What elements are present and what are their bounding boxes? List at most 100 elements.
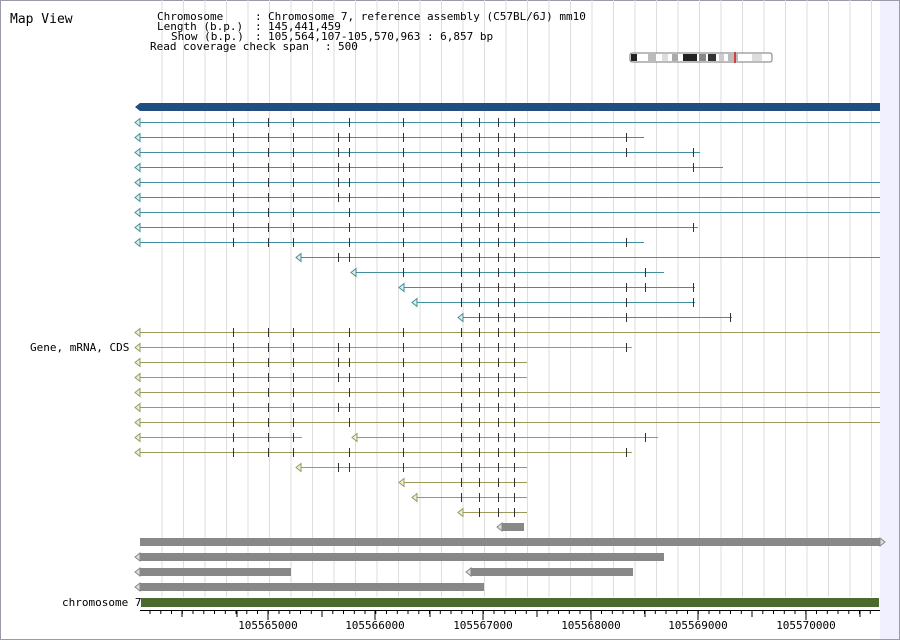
feature-bar[interactable] — [140, 538, 880, 546]
right-margin — [880, 0, 900, 640]
transcript-row[interactable] — [134, 447, 632, 458]
feature-tracks — [134, 103, 886, 593]
strand-arrow — [134, 327, 141, 338]
strand-arrow — [457, 312, 464, 323]
transcript-row[interactable] — [134, 237, 644, 248]
strand-arrow — [134, 417, 141, 428]
transcript-row[interactable] — [457, 507, 527, 518]
chromosome-value: Chromosome 7, reference assembly (C57BL/… — [268, 10, 586, 23]
transcript-row[interactable] — [134, 147, 700, 158]
info-panel: Chromosome : Chromosome 7, reference ass… — [150, 10, 586, 53]
strand-arrow — [134, 402, 141, 413]
strand-arrow — [496, 521, 503, 533]
chromosome-label: Chromosome — [157, 10, 223, 23]
strand-arrow — [351, 432, 358, 443]
transcript-row[interactable] — [134, 222, 698, 233]
transcript-row[interactable] — [134, 117, 880, 128]
ideogram-band — [683, 54, 697, 61]
transcript-row[interactable] — [134, 432, 302, 443]
strand-arrow — [134, 387, 141, 398]
strand-arrow — [134, 372, 141, 383]
transcript-row[interactable] — [411, 297, 695, 308]
strand-arrow — [879, 536, 886, 548]
strand-arrow — [411, 297, 418, 308]
strand-arrow — [134, 551, 141, 563]
strand-arrow — [398, 282, 405, 293]
ruler-tick-label: 105569000 — [668, 619, 728, 632]
gene-bar[interactable] — [140, 103, 880, 111]
transcript-row[interactable] — [134, 402, 880, 413]
strand-arrow — [134, 222, 141, 233]
ideogram-band — [648, 54, 656, 61]
transcript-row[interactable] — [134, 372, 527, 383]
transcript-row[interactable] — [134, 132, 644, 143]
strand-arrow — [411, 492, 418, 503]
transcript-row[interactable] — [398, 282, 695, 293]
transcript-row[interactable] — [350, 267, 664, 278]
transcript-row[interactable] — [295, 462, 527, 473]
feature-bar[interactable] — [140, 568, 291, 576]
transcript-row[interactable] — [411, 492, 527, 503]
strand-arrow — [350, 267, 357, 278]
chromosome-ideogram[interactable] — [629, 52, 773, 63]
strand-arrow — [457, 507, 464, 518]
ideogram-band — [631, 54, 637, 61]
transcript-row[interactable] — [134, 207, 880, 218]
coverage-colon: : — [325, 40, 332, 53]
strand-arrow — [465, 566, 472, 578]
transcript-row[interactable] — [134, 177, 880, 188]
ruler-tick-label: 105567000 — [453, 619, 513, 632]
ideogram-band — [708, 54, 716, 61]
show-colon: : — [255, 30, 262, 43]
length-colon: : — [255, 20, 262, 33]
transcript-row[interactable] — [295, 252, 880, 263]
transcript-row[interactable] — [134, 342, 632, 353]
transcript-row[interactable] — [398, 477, 527, 488]
strand-arrow — [134, 132, 141, 143]
transcript-row[interactable] — [351, 432, 658, 443]
coverage-label: Read coverage check span — [150, 40, 309, 53]
ideogram-position-marker — [734, 52, 736, 63]
strand-arrow — [134, 207, 141, 218]
transcript-row[interactable] — [134, 357, 527, 368]
transcript-row[interactable] — [457, 312, 732, 323]
transcript-row[interactable] — [134, 417, 880, 428]
strand-arrow — [134, 162, 141, 173]
strand-arrow — [134, 237, 141, 248]
gene-track-label: Gene, mRNA, CDS — [30, 341, 129, 354]
strand-arrow — [134, 566, 141, 578]
ideogram-band — [699, 54, 706, 61]
view-title: Map View — [10, 12, 73, 27]
position-ruler — [140, 610, 880, 620]
length-value: 145,441,459 — [268, 20, 341, 33]
strand-arrow — [134, 357, 141, 368]
chromosome-bar[interactable] — [141, 598, 879, 607]
strand-arrow — [134, 581, 141, 593]
feature-bar[interactable] — [140, 553, 664, 561]
strand-arrow — [134, 177, 141, 188]
ideogram-band — [672, 54, 678, 61]
transcript-row[interactable] — [134, 162, 723, 173]
strand-arrow — [134, 117, 141, 128]
strand-arrow — [134, 447, 141, 458]
feature-bar[interactable] — [502, 523, 524, 531]
length-label: Length (b.p.) — [157, 20, 243, 33]
ideogram-band — [662, 54, 668, 61]
feature-bar[interactable] — [471, 568, 633, 576]
transcript-row[interactable] — [134, 387, 880, 398]
ideogram-band — [719, 54, 724, 61]
transcript-row[interactable] — [134, 327, 880, 338]
coverage-value: 500 — [338, 40, 358, 53]
feature-bar[interactable] — [140, 583, 484, 591]
ideogram-band — [728, 54, 738, 61]
strand-arrow — [134, 192, 141, 203]
strand-arrow — [134, 147, 141, 158]
strand-arrow — [134, 342, 141, 353]
ruler-tick-label: 105566000 — [345, 619, 405, 632]
ruler-tick-label: 105568000 — [561, 619, 621, 632]
chromosome-track-label: chromosome 7 — [62, 596, 141, 609]
transcript-row[interactable] — [134, 192, 880, 203]
strand-arrow — [134, 432, 141, 443]
